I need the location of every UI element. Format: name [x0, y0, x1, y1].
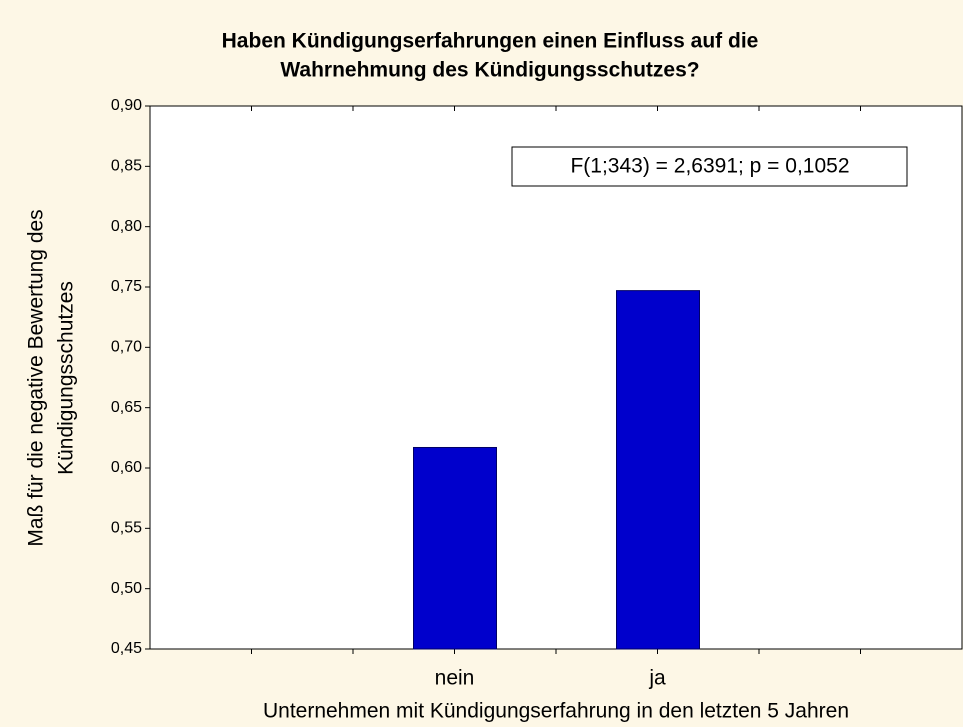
plot-area	[149, 105, 963, 650]
x-axis-label: Unternehmen mit Kündigungserfahrung in d…	[263, 700, 849, 723]
bar	[616, 290, 700, 650]
y-tick-label: 0,75	[111, 278, 142, 295]
y-tick-label: 0,60	[111, 459, 142, 476]
bar	[413, 446, 497, 650]
y-tick-label: 0,45	[111, 640, 142, 657]
y-axis-label-line: Maß für die negative Bewertung des	[25, 209, 48, 546]
y-tick-label: 0,70	[111, 339, 142, 356]
annotation-box	[511, 146, 908, 187]
chart-title: Wahrnehmung des Kündigungsschutzes?	[280, 59, 699, 82]
y-tick-label: 0,65	[111, 399, 142, 416]
y-tick-label: 0,85	[111, 158, 142, 175]
x-tick-label: nein	[435, 667, 475, 690]
y-tick-label: 0,80	[111, 218, 142, 235]
y-tick-label: 0,55	[111, 520, 142, 537]
y-axis-label: Maß für die negative Bewertung des Kündi…	[25, 209, 78, 546]
annotation: F(1;343) = 2,6391; p = 0,1052	[570, 155, 849, 178]
x-tick-label: ja	[648, 667, 666, 690]
chart-title: Haben Kündigungserfahrungen einen Einflu…	[222, 30, 759, 53]
y-tick-label: 0,50	[111, 580, 142, 597]
y-axis-label-line: Kündigungsschutzes	[55, 281, 78, 475]
y-tick-label: 0,90	[111, 97, 142, 114]
